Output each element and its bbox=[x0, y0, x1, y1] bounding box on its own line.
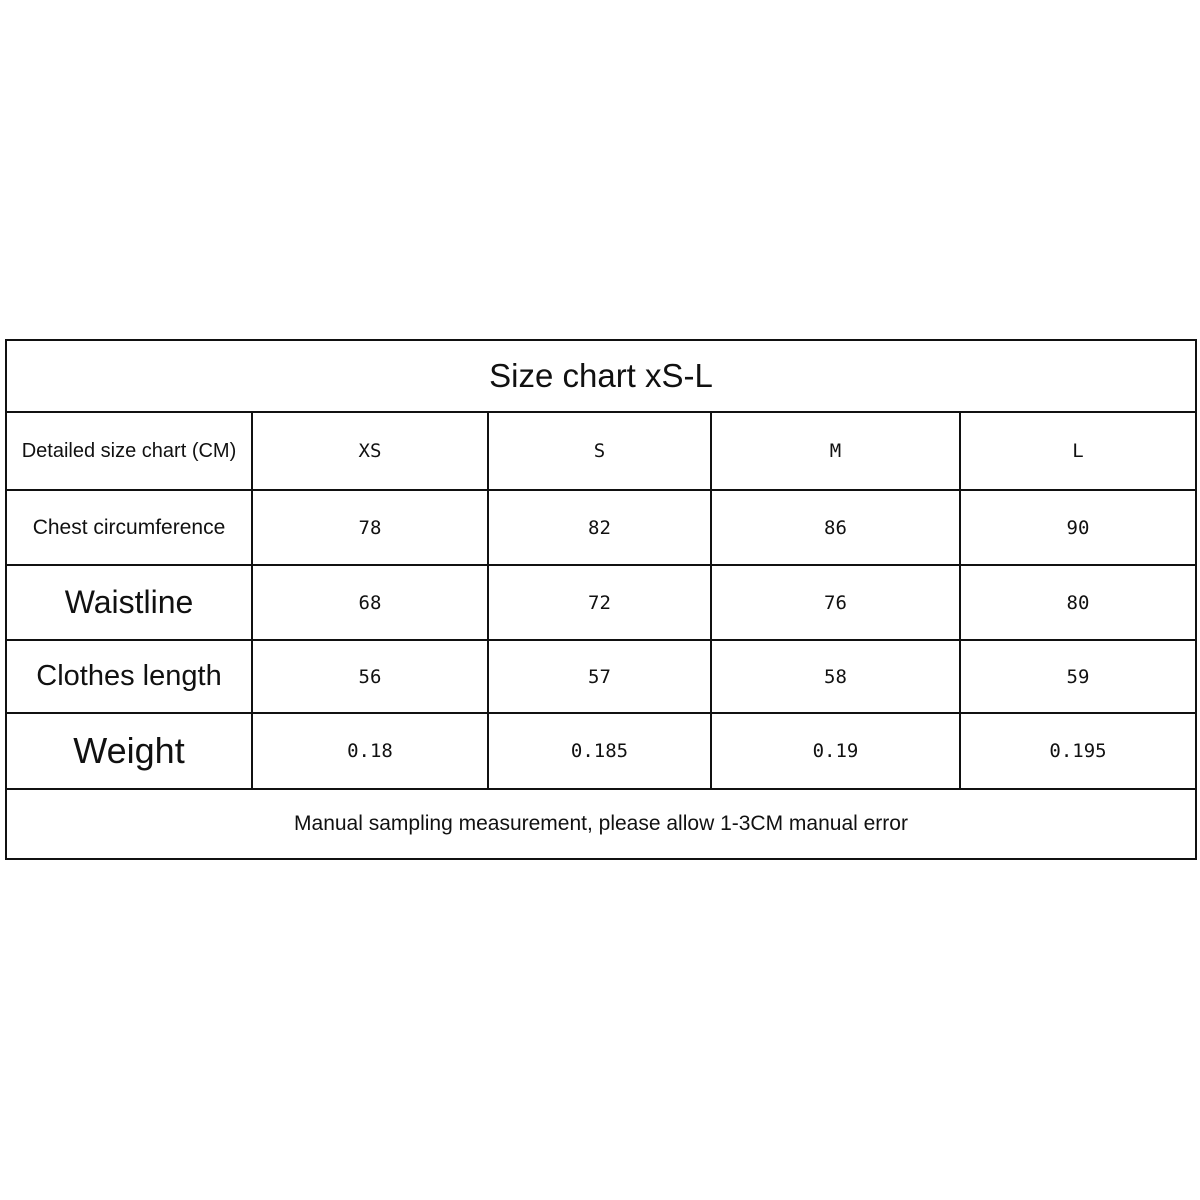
footer-note: Manual sampling measurement, please allo… bbox=[5, 788, 1197, 860]
cell: 56 bbox=[251, 639, 489, 714]
cell: 76 bbox=[710, 564, 961, 641]
row-label: Waistline bbox=[5, 564, 253, 641]
table-row: Weight 0.18 0.185 0.19 0.195 bbox=[5, 712, 1197, 790]
row-label: Chest circumference bbox=[5, 489, 253, 566]
size-header: XS bbox=[251, 411, 489, 491]
cell: 0.18 bbox=[251, 712, 489, 790]
cell: 57 bbox=[487, 639, 712, 714]
size-chart-table: Size chart xS-L Detailed size chart (CM)… bbox=[5, 339, 1197, 860]
size-header: L bbox=[959, 411, 1197, 491]
cell: 0.195 bbox=[959, 712, 1197, 790]
cell: 86 bbox=[710, 489, 961, 566]
cell: 80 bbox=[959, 564, 1197, 641]
cell: 0.185 bbox=[487, 712, 712, 790]
cell: 78 bbox=[251, 489, 489, 566]
row-label: Clothes length bbox=[5, 639, 253, 714]
row-label: Weight bbox=[5, 712, 253, 790]
cell: 59 bbox=[959, 639, 1197, 714]
table-row: Clothes length 56 57 58 59 bbox=[5, 639, 1197, 714]
cell: 68 bbox=[251, 564, 489, 641]
cell: 90 bbox=[959, 489, 1197, 566]
cell: 58 bbox=[710, 639, 961, 714]
table-row: Chest circumference 78 82 86 90 bbox=[5, 489, 1197, 566]
chart-title: Size chart xS-L bbox=[5, 339, 1197, 413]
cell: 82 bbox=[487, 489, 712, 566]
table-row: Waistline 68 72 76 80 bbox=[5, 564, 1197, 641]
size-header: S bbox=[487, 411, 712, 491]
cell: 72 bbox=[487, 564, 712, 641]
size-header: M bbox=[710, 411, 961, 491]
cell: 0.19 bbox=[710, 712, 961, 790]
header-label: Detailed size chart (CM) bbox=[5, 411, 253, 491]
